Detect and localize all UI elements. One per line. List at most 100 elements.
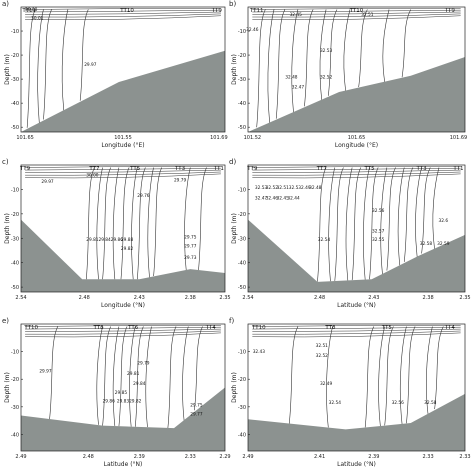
- panel-label: b): [229, 0, 236, 8]
- isoline: [85, 167, 95, 280]
- contour-label: 32.45: [277, 195, 290, 201]
- contour-label: 32.56: [372, 208, 385, 214]
- contour-label: 32.58: [420, 241, 433, 247]
- station-label: TT8: [92, 325, 104, 331]
- contour-label: 29.83: [117, 399, 130, 405]
- contour-label: 32.43: [253, 349, 266, 355]
- isoline: [182, 326, 189, 422]
- isoline: [369, 167, 379, 280]
- station-label: TT4: [444, 325, 456, 331]
- contour-label: 32.45: [290, 12, 303, 18]
- isoline: [327, 9, 338, 96]
- isoline: [96, 326, 103, 425]
- isoline: [382, 9, 390, 83]
- contour-label: 32.53: [255, 185, 268, 191]
- isoline: [43, 9, 52, 120]
- y-tick-label: -40: [11, 101, 19, 107]
- x-tick-label: 2.33: [185, 454, 196, 460]
- contour-label: 29.86: [111, 237, 124, 243]
- station-label: TT1: [452, 166, 463, 172]
- y-tick-label: -50: [238, 125, 246, 131]
- contour-label: 29.73: [184, 255, 197, 261]
- station-label: TT10: [119, 8, 134, 14]
- isoline: [120, 167, 130, 280]
- isoline: [328, 167, 336, 282]
- x-tick-label: 101.69: [450, 135, 468, 141]
- isoline: [252, 326, 461, 330]
- contour-label: 32.49: [298, 185, 311, 191]
- isoline: [184, 167, 191, 271]
- y-tick-label: -30: [11, 236, 19, 242]
- isoline: [363, 167, 370, 280]
- seabed-area: [21, 219, 225, 292]
- panel-e: e) TT10 TT8 TT6 TT4 29.97 29.79 29.81 29.84 29.85…: [2, 317, 231, 468]
- plot-frame: [247, 164, 466, 293]
- isoline: [317, 167, 327, 282]
- isoline: [397, 167, 405, 267]
- isoline: [432, 167, 440, 250]
- seabed-area: [21, 387, 225, 451]
- isoline: [25, 15, 221, 20]
- contour-label: 29.97: [84, 62, 97, 68]
- x-tick-label: 101.52: [244, 135, 262, 141]
- station-label: TT11: [249, 8, 264, 14]
- isoline: [129, 326, 136, 427]
- isoline: [252, 169, 461, 173]
- isoline: [25, 173, 221, 179]
- isoline: [25, 171, 221, 176]
- isoline: [421, 167, 431, 254]
- y-tick-label: -20: [238, 377, 246, 383]
- station-label: TT8: [324, 325, 336, 331]
- isoline: [79, 9, 89, 101]
- isoline: [291, 9, 299, 113]
- contour-label: 29.86: [103, 399, 116, 405]
- x-tick-label: 2.29: [219, 454, 230, 460]
- station-label: TT1: [213, 166, 224, 172]
- station-label: TT9: [444, 8, 456, 14]
- y-axis-title: Depth (m): [231, 54, 238, 85]
- contour-label: 30.00: [86, 172, 99, 178]
- x-tick-label: 2.38: [185, 295, 196, 301]
- isoline: [406, 326, 416, 424]
- x-tick-label: 2.39: [368, 454, 379, 460]
- panel-a: a) TT11 TT10 TT9 30.00 30.01 29.97 -10 -20 -30 -40…: [2, 0, 228, 149]
- y-tick-label: -30: [238, 405, 246, 411]
- isoline: [267, 9, 275, 124]
- contour-label: 29.75: [184, 235, 197, 241]
- y-tick-label: -20: [11, 377, 19, 383]
- isoline: [364, 326, 375, 428]
- isoline: [25, 332, 221, 338]
- isoline: [399, 326, 407, 425]
- y-tick-label: -10: [11, 187, 19, 193]
- plot-frame: [20, 164, 226, 293]
- isoline: [112, 167, 120, 280]
- isoline: [167, 326, 177, 429]
- isoline: [198, 167, 207, 271]
- contour-label: 32.56: [392, 400, 405, 406]
- x-tick-label: 2.54: [15, 295, 26, 301]
- contour-label: 32.52: [266, 185, 279, 191]
- y-tick-label: -50: [11, 125, 19, 131]
- y-tick-label: -40: [238, 432, 246, 438]
- x-tick-label: 101.65: [348, 135, 366, 141]
- x-tick-label: 2.33: [459, 454, 470, 460]
- panel-label: c): [2, 158, 9, 166]
- seabed-area: [248, 57, 465, 132]
- isoline: [252, 325, 461, 327]
- contour-label: 32.46: [266, 195, 279, 201]
- isoline: [252, 328, 461, 332]
- contour-label: 32.6: [439, 218, 449, 224]
- contour-label: 29.82: [121, 246, 134, 252]
- x-tick-label: 2.33: [423, 454, 434, 460]
- isoline: [378, 326, 386, 427]
- isoline: [343, 9, 351, 92]
- isoline: [434, 326, 444, 410]
- contour-label: 29.75: [190, 403, 203, 409]
- plot-frame: [20, 6, 226, 133]
- y-tick-label: -20: [238, 212, 246, 218]
- contour-label: 30.01: [31, 16, 44, 22]
- isoline: [386, 167, 396, 271]
- x-tick-label: 101.65: [16, 135, 34, 141]
- isoline: [252, 173, 461, 179]
